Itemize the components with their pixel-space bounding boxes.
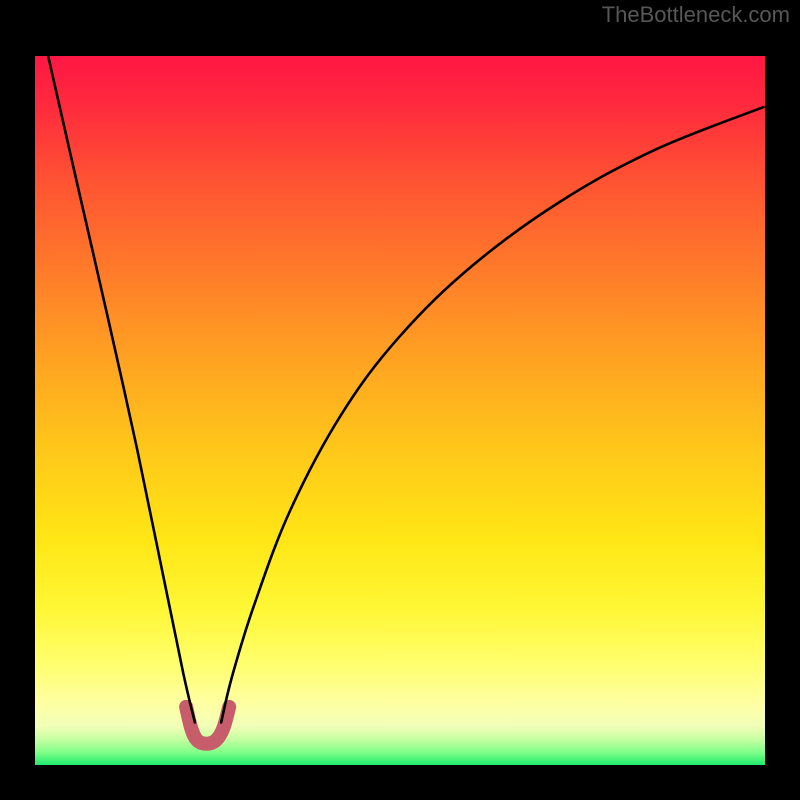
chart-svg (0, 0, 800, 800)
watermark-text: TheBottleneck.com (602, 2, 790, 28)
plot-background (35, 56, 765, 765)
